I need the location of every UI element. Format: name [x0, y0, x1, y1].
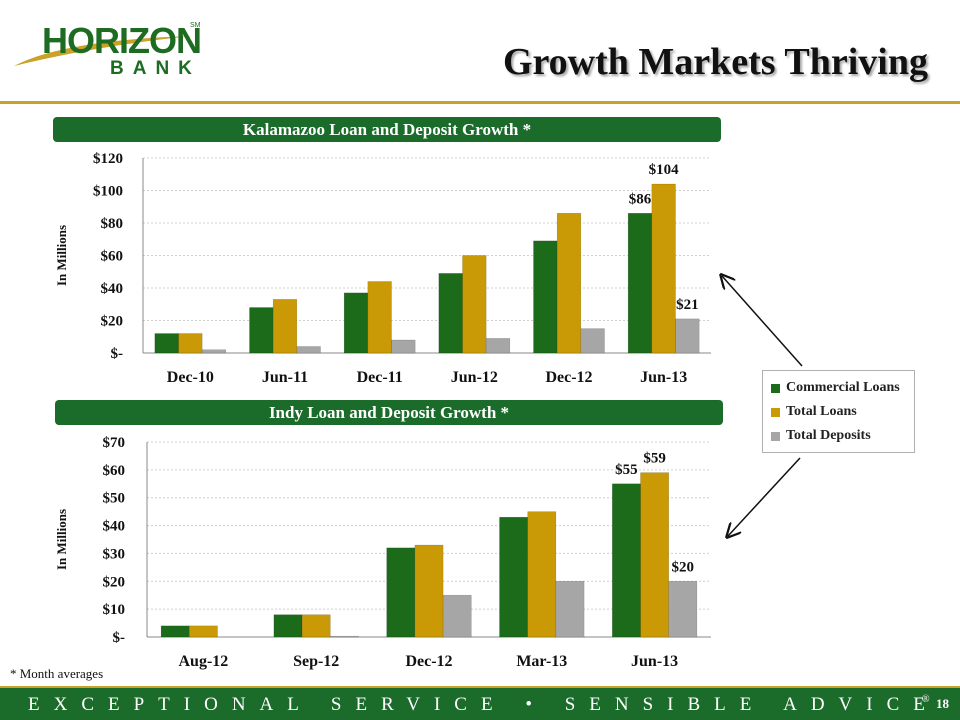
- bar-commercial-loans: [612, 483, 641, 638]
- bar-total-loans: [367, 281, 392, 354]
- kalamazoo-chart-title: Kalamazoo Loan and Deposit Growth *: [53, 117, 721, 142]
- data-label: $59: [643, 451, 666, 467]
- bar-total-deposits: [442, 594, 472, 638]
- x-tick-label: Jun-12: [451, 369, 498, 386]
- bar-total-deposits: [391, 339, 416, 354]
- data-label: $21: [676, 297, 699, 313]
- bar-commercial-loans: [386, 547, 416, 638]
- charts-canvas: $- $20 $40 $60 $80 $100 $120 In Millions Dec-10 J…: [54, 151, 803, 670]
- y-tick-label: $30: [103, 546, 126, 562]
- arrow-to-indy-icon: [728, 457, 801, 536]
- y-tick-label: $10: [103, 602, 126, 618]
- bar-total-loans: [301, 614, 331, 638]
- bar-commercial-loans: [533, 240, 558, 354]
- footer-tagline: EXCEPTIONAL SERVICE • SENSIBLE ADVICE: [28, 694, 939, 715]
- registered-mark: ®: [922, 694, 930, 705]
- legend-item-total-deposits: Total Deposits: [771, 424, 906, 448]
- bar-total-loans: [651, 183, 676, 354]
- y-tick-label: $60: [101, 249, 124, 265]
- x-tick-label: Dec-11: [357, 369, 403, 386]
- data-label: $86: [629, 191, 652, 207]
- bar-commercial-loans: [160, 625, 190, 638]
- bar-total-loans: [556, 213, 582, 354]
- y-tick-label: $-: [113, 630, 126, 646]
- title-divider: [0, 101, 960, 104]
- total-loans-swatch-icon: [771, 407, 780, 417]
- x-tick-label: Jun-11: [262, 369, 308, 386]
- y-tick-label: $70: [103, 435, 126, 451]
- legend-label: Commercial Loans: [786, 380, 900, 395]
- y-tick-label: $40: [101, 281, 124, 297]
- y-tick-label: $120: [93, 151, 123, 167]
- legend-item-total-loans: Total Loans: [771, 400, 906, 424]
- x-tick-label: Dec-10: [167, 369, 214, 386]
- legend-item-commercial: Commercial Loans: [771, 376, 906, 400]
- bar-total-deposits: [668, 581, 698, 638]
- bar-total-loans: [527, 511, 557, 638]
- x-tick-label: Jun-13: [631, 653, 678, 670]
- footnote: * Month averages: [10, 666, 104, 681]
- bar-total-loans: [462, 255, 487, 354]
- bar-commercial-loans: [438, 273, 463, 354]
- bar-total-deposits: [485, 338, 511, 354]
- footer-bar: EXCEPTIONAL SERVICE • SENSIBLE ADVICE ® …: [0, 686, 960, 720]
- y-tick-label: $50: [103, 491, 126, 507]
- bar-commercial-loans: [154, 333, 179, 354]
- x-tick-label: Sep-12: [293, 653, 339, 670]
- x-tick-label: Dec-12: [405, 653, 452, 670]
- y-tick-label: $80: [101, 216, 124, 232]
- page-title: Growth Markets Thriving: [502, 41, 928, 83]
- x-tick-label: Dec-12: [545, 369, 592, 386]
- bar-commercial-loans: [343, 292, 369, 354]
- arrow-to-kalamazoo-icon: [722, 276, 803, 367]
- chart-legend: Commercial Loans Total Loans Total Depos…: [762, 370, 915, 453]
- logo-service-mark: SM: [190, 22, 201, 29]
- bar-total-loans: [189, 625, 218, 638]
- data-label: $104: [649, 162, 680, 178]
- y-tick-label: $20: [103, 574, 126, 590]
- bar-total-loans: [178, 333, 203, 354]
- y-tick-label: $-: [111, 346, 124, 362]
- bar-total-deposits: [201, 349, 227, 354]
- y-tick-label: $60: [103, 463, 126, 479]
- bar-commercial-loans: [627, 213, 653, 354]
- bar-commercial-loans: [273, 614, 303, 638]
- indy-chart-title: Indy Loan and Deposit Growth *: [55, 400, 723, 425]
- bar-total-loans: [414, 544, 444, 638]
- y-tick-label: $100: [93, 184, 123, 200]
- bar-total-deposits: [296, 346, 321, 354]
- y-axis-label: In Millions: [54, 509, 69, 570]
- horizon-bank-logo: HORIZON SM BANK: [12, 16, 212, 84]
- bar-commercial-loans: [499, 516, 528, 638]
- x-tick-label: Jun-13: [640, 369, 687, 386]
- data-label: $20: [672, 559, 695, 575]
- bar-total-loans: [640, 472, 669, 638]
- bar-total-deposits: [580, 328, 605, 354]
- y-axis-label: In Millions: [54, 225, 69, 286]
- data-label: $55: [615, 462, 638, 478]
- x-tick-label: Mar-13: [516, 653, 567, 670]
- legend-label: Total Loans: [786, 404, 857, 419]
- legend-label: Total Deposits: [786, 428, 871, 443]
- bar-total-deposits: [675, 318, 700, 354]
- total-deposits-swatch-icon: [771, 431, 780, 441]
- bar-total-loans: [272, 299, 298, 354]
- logo-main-text: HORIZON: [42, 20, 202, 61]
- y-tick-label: $40: [103, 519, 126, 535]
- commercial-swatch-icon: [771, 383, 780, 393]
- bar-total-deposits: [555, 581, 585, 638]
- bar-commercial-loans: [249, 307, 274, 354]
- logo-sub-text: BANK: [110, 58, 201, 79]
- page-number: 18: [936, 696, 949, 711]
- bar-total-deposits: [330, 635, 359, 638]
- y-tick-label: $20: [101, 314, 124, 330]
- x-tick-label: Aug-12: [179, 653, 229, 670]
